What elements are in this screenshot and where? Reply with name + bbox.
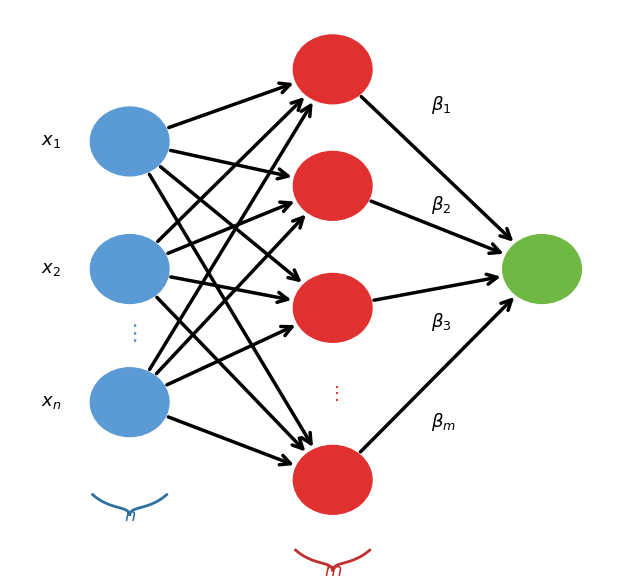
Text: $\beta_1$: $\beta_1$ — [431, 95, 451, 116]
Text: $x_n$: $x_n$ — [41, 393, 61, 411]
Text: $\vdots$: $\vdots$ — [122, 322, 137, 344]
Text: $\vdots$: $\vdots$ — [327, 385, 339, 403]
Text: $\beta_3$: $\beta_3$ — [431, 310, 451, 333]
Circle shape — [90, 235, 169, 303]
Circle shape — [293, 446, 372, 514]
Circle shape — [293, 35, 372, 103]
Circle shape — [503, 235, 581, 303]
Text: $x_1$: $x_1$ — [41, 132, 61, 151]
Text: $x_2$: $x_2$ — [41, 260, 61, 278]
Circle shape — [293, 273, 372, 342]
Text: $\beta_2$: $\beta_2$ — [431, 194, 451, 216]
Circle shape — [293, 152, 372, 220]
Text: $\beta_m$: $\beta_m$ — [431, 410, 456, 433]
Text: $n$: $n$ — [124, 507, 136, 525]
Circle shape — [90, 107, 169, 176]
Text: $m$: $m$ — [324, 562, 342, 580]
Circle shape — [90, 368, 169, 436]
